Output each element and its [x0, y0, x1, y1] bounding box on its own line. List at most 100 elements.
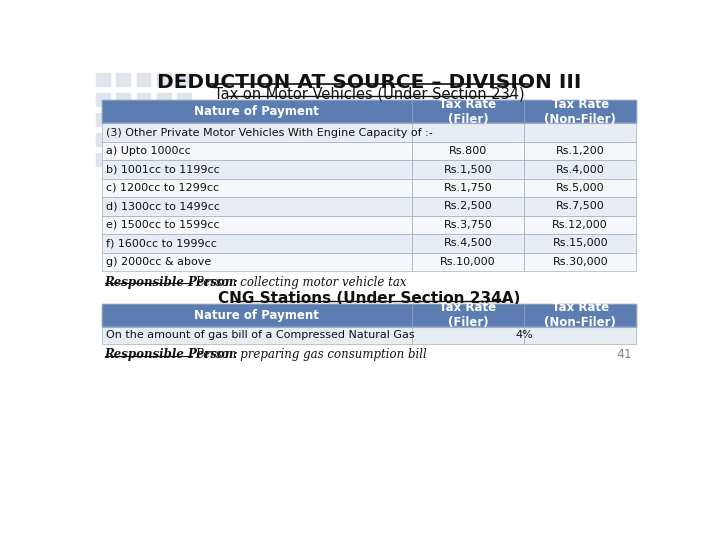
Bar — [412, 142, 524, 160]
Text: Rs.2,500: Rs.2,500 — [444, 201, 492, 212]
Bar — [412, 215, 524, 234]
Bar — [412, 234, 524, 253]
Bar — [102, 327, 412, 343]
Bar — [412, 327, 524, 343]
Text: Rs.3,750: Rs.3,750 — [444, 220, 492, 230]
Text: Responsible Person:: Responsible Person: — [104, 348, 238, 361]
Text: b) 1001cc to 1199cc: b) 1001cc to 1199cc — [107, 165, 220, 174]
Bar — [102, 215, 412, 234]
Bar — [412, 197, 524, 215]
Bar — [177, 153, 191, 166]
Bar — [412, 100, 524, 123]
Bar — [102, 100, 412, 123]
Bar — [102, 197, 412, 215]
Bar — [102, 142, 412, 160]
Text: Tax Rate
(Non-Filer): Tax Rate (Non-Filer) — [544, 98, 616, 126]
Bar — [412, 197, 524, 215]
Bar — [412, 179, 524, 197]
Bar — [524, 160, 636, 179]
Bar — [524, 123, 636, 142]
Text: c) 1200cc to 1299cc: c) 1200cc to 1299cc — [107, 183, 220, 193]
Bar — [412, 303, 524, 327]
Text: e) 1500cc to 1599cc: e) 1500cc to 1599cc — [107, 220, 220, 230]
Bar — [157, 112, 171, 126]
Bar — [412, 100, 524, 123]
Text: Rs.1,750: Rs.1,750 — [444, 183, 492, 193]
Text: Person collecting motor vehicle tax: Person collecting motor vehicle tax — [192, 276, 407, 289]
Bar — [102, 234, 412, 253]
Bar — [96, 72, 110, 86]
Bar — [102, 303, 412, 327]
Bar — [524, 234, 636, 253]
Bar — [412, 179, 524, 197]
Text: Rs.4,000: Rs.4,000 — [556, 165, 605, 174]
Text: Person preparing gas consumption bill: Person preparing gas consumption bill — [192, 348, 427, 361]
Bar — [524, 160, 636, 179]
Bar — [102, 215, 412, 234]
Text: Rs.800: Rs.800 — [449, 146, 487, 156]
Bar — [177, 92, 191, 106]
Bar — [96, 112, 110, 126]
Text: f) 1600cc to 1999cc: f) 1600cc to 1999cc — [107, 239, 217, 248]
Bar — [524, 142, 636, 160]
Text: Tax Rate
(Non-Filer): Tax Rate (Non-Filer) — [544, 301, 616, 329]
Bar — [177, 112, 191, 126]
Bar — [157, 132, 171, 146]
Bar — [96, 132, 110, 146]
Bar — [524, 197, 636, 215]
Bar — [412, 160, 524, 179]
Bar — [524, 234, 636, 253]
Bar — [524, 253, 636, 271]
Text: 41: 41 — [617, 348, 632, 361]
Bar — [524, 123, 636, 142]
Bar — [102, 160, 412, 179]
Bar — [102, 123, 412, 142]
Text: Rs.7,500: Rs.7,500 — [556, 201, 605, 212]
Bar — [137, 112, 150, 126]
Text: Rs.1,500: Rs.1,500 — [444, 165, 492, 174]
Text: Rs.4,500: Rs.4,500 — [444, 239, 492, 248]
Bar — [412, 327, 524, 343]
Text: Rs.10,000: Rs.10,000 — [440, 257, 496, 267]
Text: DEDUCTION AT SOURCE – DIVISION III: DEDUCTION AT SOURCE – DIVISION III — [157, 72, 581, 91]
Bar — [102, 160, 412, 179]
Text: (3) Other Private Motor Vehicles With Engine Capacity of :-: (3) Other Private Motor Vehicles With En… — [107, 127, 433, 138]
Bar — [524, 303, 636, 327]
Bar — [96, 153, 110, 166]
Bar — [102, 100, 412, 123]
Bar — [524, 253, 636, 271]
Bar — [412, 303, 524, 327]
Bar — [412, 123, 524, 142]
Bar — [102, 142, 412, 160]
Bar — [412, 215, 524, 234]
Text: Nature of Payment: Nature of Payment — [194, 308, 319, 321]
Text: Rs.5,000: Rs.5,000 — [556, 183, 605, 193]
Bar — [137, 132, 150, 146]
Bar — [157, 72, 171, 86]
Bar — [102, 253, 412, 271]
Text: Tax Rate
(Filer): Tax Rate (Filer) — [439, 98, 497, 126]
Bar — [102, 179, 412, 197]
Bar — [117, 112, 130, 126]
Bar — [102, 303, 412, 327]
Bar — [524, 327, 636, 343]
Text: g) 2000cc & above: g) 2000cc & above — [107, 257, 212, 267]
Bar — [102, 123, 412, 142]
Text: Tax Rate
(Filer): Tax Rate (Filer) — [439, 301, 497, 329]
Bar — [524, 215, 636, 234]
Bar — [117, 92, 130, 106]
Bar — [157, 153, 171, 166]
Bar — [524, 327, 636, 343]
Text: Rs.1,200: Rs.1,200 — [556, 146, 605, 156]
Bar — [524, 142, 636, 160]
Text: Tax on Motor Vehicles (Under Section 234): Tax on Motor Vehicles (Under Section 234… — [214, 86, 524, 102]
Bar — [117, 132, 130, 146]
Bar — [524, 197, 636, 215]
Bar — [412, 160, 524, 179]
Bar — [177, 72, 191, 86]
Text: a) Upto 1000cc: a) Upto 1000cc — [107, 146, 191, 156]
Text: Nature of Payment: Nature of Payment — [194, 105, 319, 118]
Bar — [412, 123, 524, 142]
Bar — [102, 234, 412, 253]
Bar — [524, 100, 636, 123]
